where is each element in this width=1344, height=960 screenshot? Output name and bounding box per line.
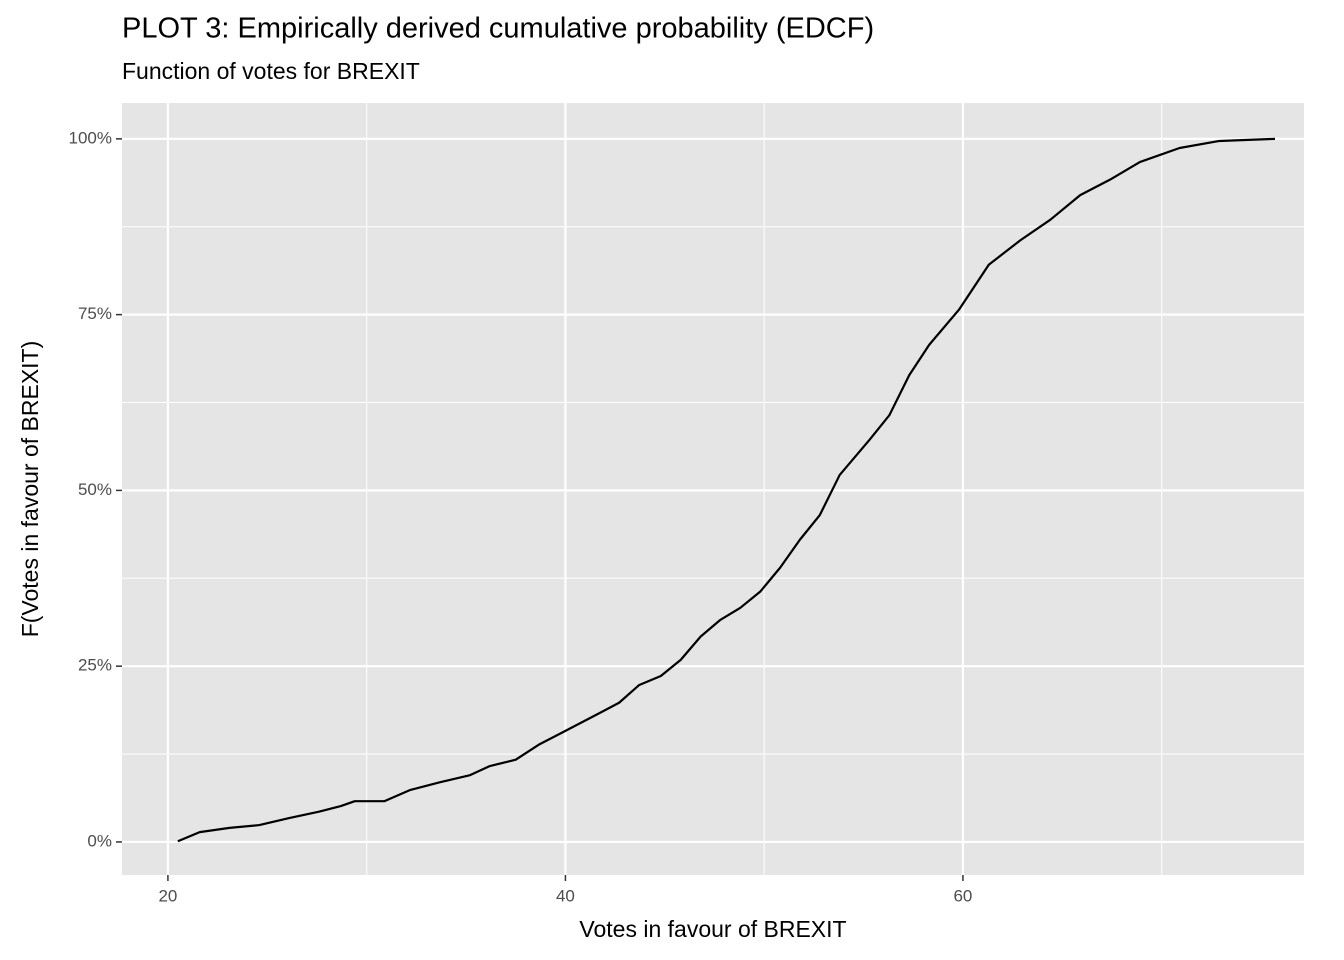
y-tick-label: 25% [78,656,112,675]
x-tick-label: 20 [158,886,177,905]
chart-subtitle: Function of votes for BREXIT [122,58,420,84]
y-tick-label: 75% [78,304,112,323]
y-tick-label: 100% [69,128,112,147]
ecdf-line [177,137,1276,843]
x-tick-label: 40 [556,886,575,905]
y-tick-label: 0% [87,831,112,850]
y-tick-label: 50% [78,480,112,499]
chart-title: PLOT 3: Empirically derived cumulative p… [122,13,874,45]
x-tick-label: 60 [953,886,972,905]
x-axis-title: Votes in favour of BREXIT [579,916,846,942]
plot-panel [122,103,1304,875]
y-axis-title: F(Votes in favour of BREXIT) [17,341,43,638]
